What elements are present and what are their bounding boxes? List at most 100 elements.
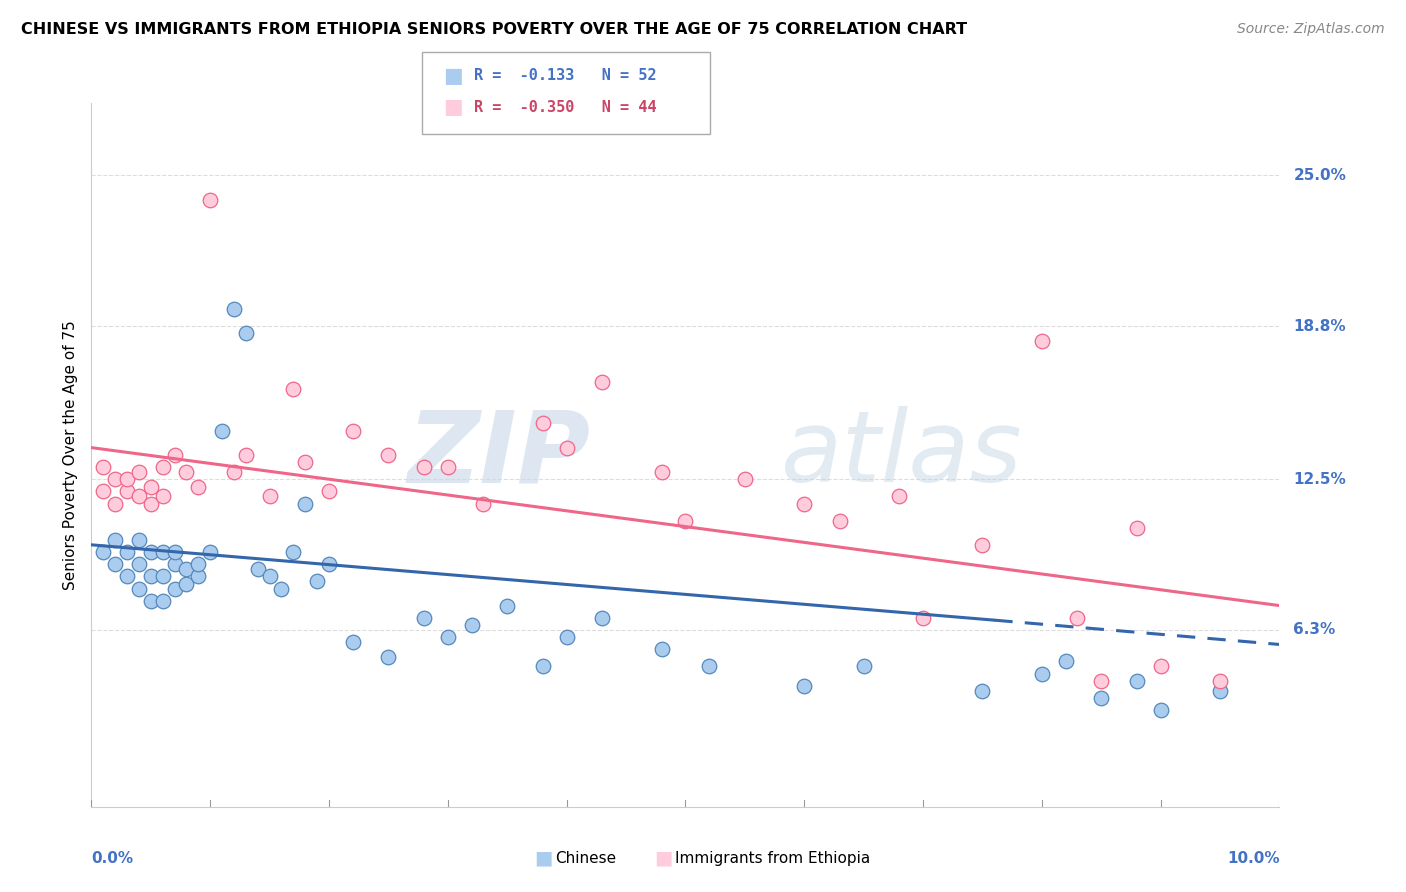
Point [211,424,233,438]
Point [259,489,281,503]
Point [1031,666,1053,681]
Point [318,558,340,572]
Point [104,533,127,547]
Point [139,593,162,607]
Point [163,582,186,596]
Point [342,635,364,649]
Point [187,479,209,493]
Point [139,545,162,559]
Point [200,193,222,207]
Text: 18.8%: 18.8% [1294,318,1346,334]
Point [1054,655,1077,669]
Point [139,479,162,493]
Point [152,545,174,559]
Point [673,514,696,528]
Text: ■: ■ [443,97,463,117]
Point [104,496,127,510]
Point [377,448,399,462]
Point [972,683,994,698]
Point [651,642,673,657]
Point [1209,673,1232,688]
Y-axis label: Seniors Poverty Over the Age of 75: Seniors Poverty Over the Age of 75 [62,320,77,590]
Point [91,545,114,559]
Point [793,496,815,510]
Point [163,545,186,559]
Point [413,460,436,475]
Point [152,569,174,583]
Point [104,472,127,486]
Point [472,496,495,510]
Point [972,538,994,552]
Point [1126,673,1149,688]
Point [555,630,578,644]
Point [128,465,150,479]
Text: CHINESE VS IMMIGRANTS FROM ETHIOPIA SENIORS POVERTY OVER THE AGE OF 75 CORRELATI: CHINESE VS IMMIGRANTS FROM ETHIOPIA SENI… [21,22,967,37]
Text: Source: ZipAtlas.com: Source: ZipAtlas.com [1237,22,1385,37]
Point [377,649,399,664]
Point [176,465,198,479]
Point [139,496,162,510]
Point [259,569,281,583]
Point [128,582,150,596]
Point [115,545,138,559]
Point [531,659,554,673]
Point [793,679,815,693]
Point [163,558,186,572]
Text: R =  -0.133   N = 52: R = -0.133 N = 52 [474,69,657,83]
Point [115,484,138,499]
Point [294,455,316,469]
Point [152,489,174,503]
Point [222,465,245,479]
Point [460,618,482,632]
Point [651,465,673,479]
Point [128,533,150,547]
Point [1031,334,1053,348]
Point [283,545,305,559]
Point [115,569,138,583]
Text: ■: ■ [443,66,463,86]
Point [697,659,720,673]
Point [200,545,222,559]
Point [342,424,364,438]
Point [591,375,613,389]
Point [128,558,150,572]
Point [235,326,257,341]
Point [496,599,519,613]
Point [318,484,340,499]
Text: atlas: atlas [780,407,1022,503]
Point [91,484,114,499]
Point [187,558,209,572]
Point [1149,659,1171,673]
Point [911,611,934,625]
Text: 25.0%: 25.0% [1294,168,1346,183]
Point [187,569,209,583]
Point [1209,683,1232,698]
Text: 0.0%: 0.0% [91,851,134,866]
Point [307,574,329,589]
Point [235,448,257,462]
Point [270,582,292,596]
Text: Immigrants from Ethiopia: Immigrants from Ethiopia [675,851,870,865]
Point [734,472,756,486]
Point [91,460,114,475]
Point [828,514,851,528]
Point [436,460,458,475]
Point [128,489,150,503]
Point [222,302,245,317]
Text: 10.0%: 10.0% [1227,851,1279,866]
Point [176,576,198,591]
Point [294,496,316,510]
Point [104,558,127,572]
Point [436,630,458,644]
Point [889,489,911,503]
Point [591,611,613,625]
Point [152,593,174,607]
Point [852,659,875,673]
Point [413,611,436,625]
Point [1090,673,1112,688]
Text: 12.5%: 12.5% [1294,472,1346,487]
Text: ■: ■ [534,848,553,868]
Text: ■: ■ [654,848,672,868]
Point [1149,703,1171,717]
Point [152,460,174,475]
